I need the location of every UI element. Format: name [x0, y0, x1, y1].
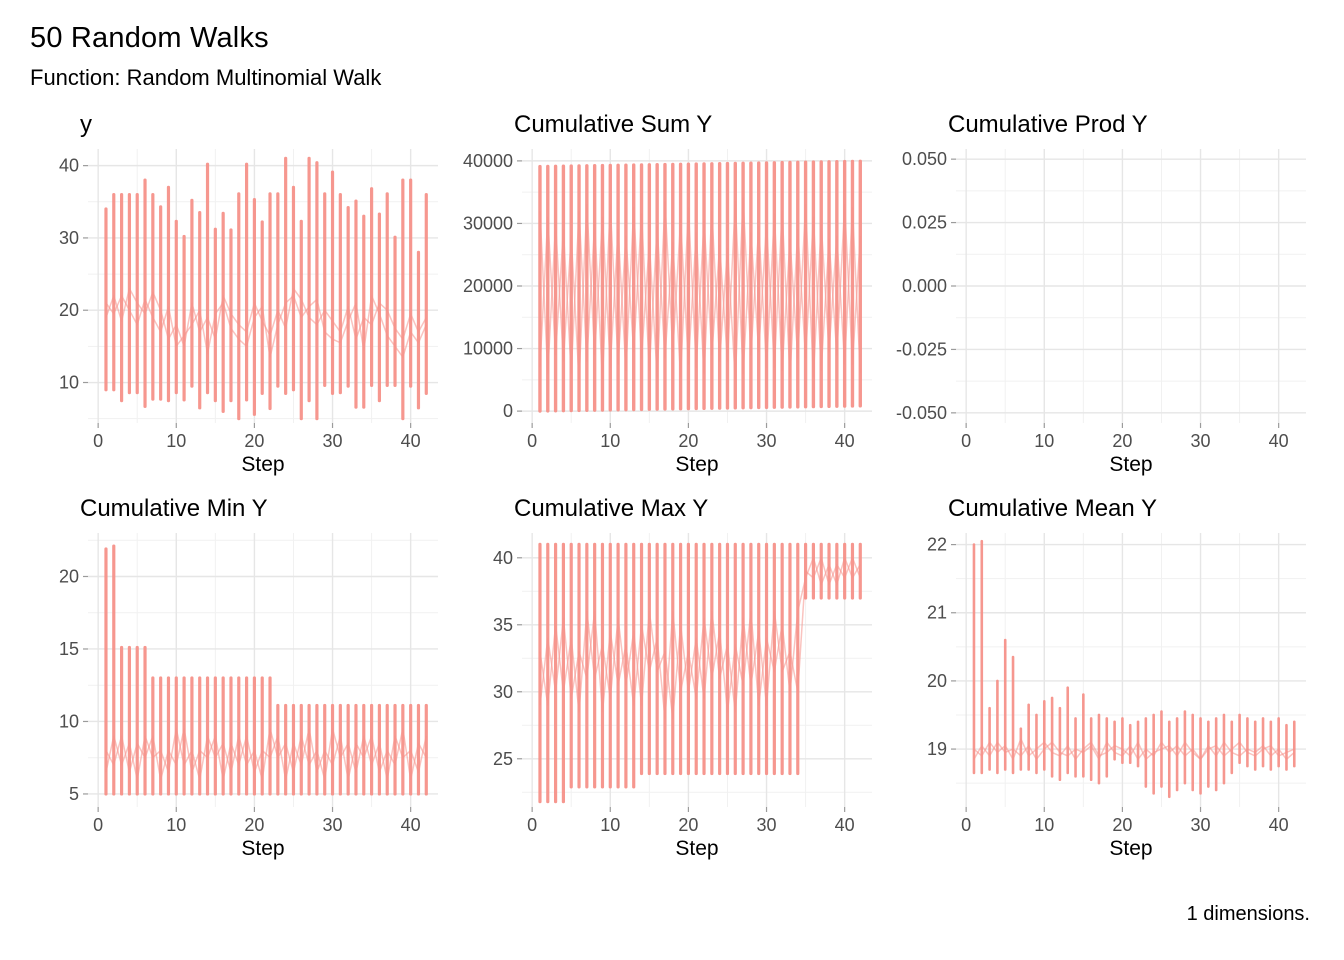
svg-text:Step: Step [241, 453, 284, 476]
svg-text:0.025: 0.025 [902, 213, 947, 233]
svg-text:-0.025: -0.025 [896, 339, 947, 359]
svg-text:-0.050: -0.050 [896, 403, 947, 423]
svg-text:40: 40 [401, 815, 421, 835]
svg-text:40: 40 [401, 431, 421, 451]
svg-text:35: 35 [493, 615, 513, 635]
svg-text:Step: Step [675, 453, 718, 476]
svg-text:10000: 10000 [463, 339, 513, 359]
svg-text:40: 40 [1269, 431, 1289, 451]
chart-cumulative-sum: 0 10 20 30 40 0 10000 20000 30000 40000 Step [463, 149, 872, 476]
chart-y: 0 10 20 30 40 10 20 30 40 Step [59, 149, 438, 476]
chart-cumulative-max: 0 10 20 30 40 25 30 35 40 Step [493, 533, 872, 860]
svg-text:20: 20 [1112, 815, 1132, 835]
svg-text:10: 10 [59, 373, 79, 393]
svg-text:40: 40 [493, 548, 513, 568]
svg-text:15: 15 [59, 639, 79, 659]
panel-grid: y 0 10 20 30 40 10 20 30 40 Step Cumulative Sum Y… [28, 105, 1316, 863]
panel-cumulative-min: Cumulative Min Y 0 10 20 30 40 5 10 15 20 Step [28, 489, 448, 863]
svg-text:0: 0 [93, 431, 103, 451]
panel-cumulative-prod-title: Cumulative Prod Y [948, 111, 1148, 138]
svg-text:30: 30 [323, 431, 343, 451]
svg-text:20: 20 [244, 431, 264, 451]
panel-cumulative-max: Cumulative Max Y 0 10 20 30 40 25 30 35 40 Step [462, 489, 882, 863]
svg-text:20: 20 [1112, 431, 1132, 451]
svg-text:40: 40 [835, 431, 855, 451]
svg-text:Step: Step [675, 837, 718, 860]
svg-text:25: 25 [493, 749, 513, 769]
svg-text:30000: 30000 [463, 213, 513, 233]
svg-text:20: 20 [927, 671, 947, 691]
page-subtitle: Function: Random Multinomial Walk [30, 65, 382, 90]
panel-cumulative-sum: Cumulative Sum Y 0 10 20 30 40 0 10000 20000 300… [462, 105, 882, 479]
svg-text:0: 0 [527, 431, 537, 451]
svg-text:30: 30 [1191, 431, 1211, 451]
svg-text:20: 20 [678, 815, 698, 835]
panel-y-title: y [80, 111, 92, 138]
svg-text:10: 10 [59, 711, 79, 731]
svg-text:10: 10 [166, 815, 186, 835]
svg-text:0: 0 [961, 431, 971, 451]
panel-cumulative-prod: Cumulative Prod Y 0 10 20 30 40 -0.050 -0.025 0… [896, 105, 1316, 479]
svg-text:0: 0 [93, 815, 103, 835]
svg-text:10: 10 [600, 431, 620, 451]
panel-cumulative-mean-title: Cumulative Mean Y [948, 495, 1157, 522]
panel-y: y 0 10 20 30 40 10 20 30 40 Step [28, 105, 448, 479]
svg-text:Step: Step [1109, 837, 1152, 860]
svg-text:Step: Step [241, 837, 284, 860]
plot-page: 50 Random Walks Function: Random Multino… [28, 22, 1316, 925]
svg-text:10: 10 [166, 431, 186, 451]
svg-text:0: 0 [503, 401, 513, 421]
svg-text:5: 5 [69, 784, 79, 804]
svg-text:Step: Step [1109, 453, 1152, 476]
svg-text:40: 40 [59, 156, 79, 176]
svg-text:30: 30 [757, 431, 777, 451]
svg-text:20: 20 [59, 566, 79, 586]
panel-cumulative-min-title: Cumulative Min Y [80, 495, 268, 522]
svg-text:22: 22 [927, 535, 947, 555]
svg-text:21: 21 [927, 603, 947, 623]
svg-text:0.000: 0.000 [902, 276, 947, 296]
svg-text:19: 19 [927, 739, 947, 759]
svg-text:0: 0 [527, 815, 537, 835]
svg-text:20: 20 [678, 431, 698, 451]
svg-text:30: 30 [323, 815, 343, 835]
panel-cumulative-max-title: Cumulative Max Y [514, 495, 709, 522]
svg-text:40000: 40000 [463, 151, 513, 171]
svg-text:40: 40 [1269, 815, 1289, 835]
svg-text:40: 40 [835, 815, 855, 835]
panel-cumulative-sum-title: Cumulative Sum Y [514, 111, 713, 138]
svg-text:10: 10 [1034, 431, 1054, 451]
chart-cumulative-prod: 0 10 20 30 40 -0.050 -0.025 0.000 0.025 0.050 Step [896, 149, 1306, 476]
svg-text:30: 30 [757, 815, 777, 835]
svg-text:20: 20 [244, 815, 264, 835]
chart-cumulative-mean: 0 10 20 30 40 19 20 21 22 Step [927, 533, 1306, 860]
svg-text:10: 10 [1034, 815, 1054, 835]
dimensions-caption: 1 dimensions. [1186, 903, 1310, 925]
svg-text:30: 30 [1191, 815, 1211, 835]
svg-text:30: 30 [59, 228, 79, 248]
svg-text:0.050: 0.050 [902, 149, 947, 169]
panel-cumulative-mean: Cumulative Mean Y 0 10 20 30 40 19 20 21 22 Step [896, 489, 1316, 863]
page-title: 50 Random Walks [30, 22, 269, 54]
svg-text:10: 10 [600, 815, 620, 835]
svg-text:20000: 20000 [463, 276, 513, 296]
svg-text:20: 20 [59, 300, 79, 320]
svg-text:0: 0 [961, 815, 971, 835]
svg-text:30: 30 [493, 682, 513, 702]
